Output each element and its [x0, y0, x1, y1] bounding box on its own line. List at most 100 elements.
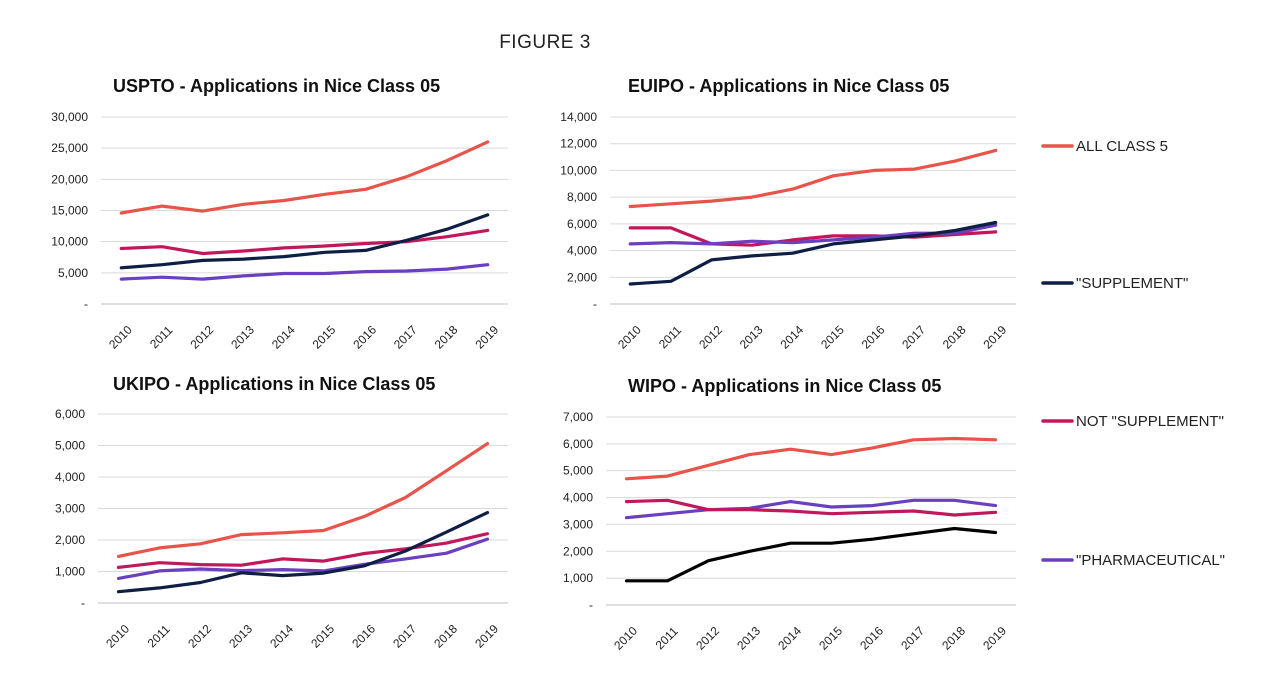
uspto-series-pharmaceutical: [119, 263, 490, 281]
uspto-y-tick-label: -: [84, 297, 88, 311]
euipo-chart-title: EUIPO - Applications in Nice Class 05: [628, 76, 949, 96]
uspto-series-all-class-5: [119, 140, 490, 215]
uspto-y-tick-label: 15,000: [51, 204, 88, 218]
ukipo-x-tick-label: 2010: [103, 622, 132, 651]
ukipo-x-tick-label: 2012: [185, 622, 214, 651]
euipo-x-tick-label: 2016: [859, 323, 888, 352]
uspto-y-tick-label: 5,000: [58, 266, 88, 280]
ukipo-x-tick-label: 2019: [472, 622, 501, 651]
legend-label: "SUPPLEMENT": [1076, 275, 1188, 292]
euipo-x-tick-label: 2019: [980, 323, 1009, 352]
ukipo-y-tick-label: 3,000: [55, 502, 85, 516]
uspto-x-tick-label: 2017: [391, 323, 420, 352]
wipo-y-tick-label: 4,000: [563, 491, 593, 505]
euipo-x-tick-label: 2014: [777, 323, 806, 352]
ukipo-y-tick-label: 2,000: [55, 533, 85, 547]
legend-label: "PHARMACEUTICAL": [1076, 552, 1225, 569]
euipo-series-supplement: [628, 220, 998, 286]
ukipo-x-tick-label: 2016: [349, 622, 378, 651]
wipo-series-supplement: [624, 526, 998, 583]
wipo-series-not-supplement: [624, 498, 998, 517]
wipo-series-pharmaceutical: [624, 498, 998, 520]
legend-item-all-class-5: ALL CLASS 5: [1041, 138, 1168, 155]
legend-item-supplement: "SUPPLEMENT": [1041, 275, 1188, 292]
euipo-y-tick-label: 12,000: [560, 137, 597, 151]
wipo-x-tick-label: 2014: [775, 624, 804, 653]
uspto-chart-title: USPTO - Applications in Nice Class 05: [113, 76, 440, 96]
wipo-y-tick-label: 2,000: [563, 544, 593, 558]
uspto-series-not-supplement: [119, 228, 490, 256]
wipo-y-tick-label: 5,000: [563, 464, 593, 478]
uspto-chart: USPTO - Applications in Nice Class 05 - 5,…: [51, 76, 508, 352]
wipo-y-tick-label: 7,000: [563, 410, 593, 424]
wipo-x-tick-label: 2010: [611, 624, 640, 653]
uspto-x-tick-label: 2013: [228, 323, 257, 352]
wipo-x-tick-label: 2016: [857, 624, 886, 653]
uspto-y-tick-label: 20,000: [51, 172, 88, 186]
wipo-y-tick-label: -: [589, 598, 593, 612]
legend-item-pharmaceutical: "PHARMACEUTICAL": [1041, 552, 1225, 569]
ukipo-y-tick-label: -: [81, 596, 85, 610]
uspto-x-tick-label: 2018: [432, 323, 461, 352]
ukipo-y-tick-label: 6,000: [55, 407, 85, 421]
ukipo-x-tick-label: 2011: [145, 622, 173, 650]
euipo-y-tick-label: 8,000: [567, 190, 597, 204]
legend: ALL CLASS 5 "SUPPLEMENT" NOT "SUPPLEMENT" "…: [1041, 138, 1225, 569]
wipo-series-all-class-5: [624, 436, 998, 481]
uspto-y-tick-label: 30,000: [51, 110, 88, 124]
uspto-series-supplement: [119, 213, 490, 270]
ukipo-x-tick-label: 2014: [267, 622, 296, 651]
uspto-y-tick-label: 25,000: [51, 141, 88, 155]
ukipo-chart-title: UKIPO - Applications in Nice Class 05: [113, 374, 435, 394]
legend-item-not-supplement: NOT "SUPPLEMENT": [1041, 413, 1224, 430]
ukipo-y-tick-label: 1,000: [55, 565, 85, 579]
euipo-x-tick-label: 2018: [940, 323, 969, 352]
euipo-x-tick-label: 2015: [818, 323, 847, 352]
ukipo-x-tick-label: 2013: [226, 622, 255, 651]
euipo-chart: EUIPO - Applications in Nice Class 05 - 2,…: [560, 76, 1016, 352]
euipo-x-tick-label: 2012: [696, 323, 725, 352]
legend-label: NOT "SUPPLEMENT": [1076, 413, 1224, 430]
euipo-x-tick-label: 2013: [737, 323, 766, 352]
ukipo-series-all-class-5: [116, 442, 490, 559]
wipo-y-tick-label: 3,000: [563, 517, 593, 531]
uspto-x-tick-label: 2014: [269, 323, 298, 352]
wipo-x-tick-label: 2012: [693, 624, 722, 653]
uspto-y-tick-label: 10,000: [51, 235, 88, 249]
ukipo-chart: UKIPO - Applications in Nice Class 05 - 1,…: [55, 374, 508, 651]
uspto-x-tick-label: 2015: [310, 323, 339, 352]
wipo-x-tick-label: 2011: [653, 624, 681, 652]
uspto-x-tick-label: 2019: [472, 323, 501, 352]
wipo-x-tick-label: 2018: [939, 624, 968, 653]
ukipo-x-tick-label: 2018: [431, 622, 460, 651]
wipo-chart-title: WIPO - Applications in Nice Class 05: [628, 376, 941, 396]
wipo-chart: WIPO - Applications in Nice Class 05 - 1,0…: [563, 376, 1016, 653]
ukipo-y-tick-label: 5,000: [55, 439, 85, 453]
euipo-series-all-class-5: [628, 148, 998, 209]
euipo-x-tick-label: 2017: [899, 323, 928, 352]
euipo-y-tick-label: 4,000: [567, 244, 597, 258]
euipo-x-tick-label: 2011: [656, 323, 684, 351]
ukipo-series-not-supplement: [116, 532, 490, 570]
charts-area: USPTO - Applications in Nice Class 05 - 5,…: [51, 76, 1016, 653]
euipo-y-tick-label: 2,000: [567, 270, 597, 284]
euipo-x-tick-label: 2010: [615, 323, 644, 352]
euipo-y-tick-label: 14,000: [560, 110, 597, 124]
ukipo-series-pharmaceutical: [116, 537, 490, 581]
wipo-y-tick-label: 6,000: [563, 437, 593, 451]
wipo-y-tick-label: 1,000: [563, 571, 593, 585]
wipo-x-tick-label: 2013: [734, 624, 763, 653]
legend-label: ALL CLASS 5: [1076, 138, 1168, 155]
wipo-x-tick-label: 2015: [816, 624, 845, 653]
uspto-x-tick-label: 2010: [106, 323, 135, 352]
ukipo-x-tick-label: 2017: [390, 622, 419, 651]
uspto-x-tick-label: 2012: [188, 323, 217, 352]
euipo-series-not-supplement: [628, 226, 998, 247]
euipo-y-tick-label: 10,000: [560, 163, 597, 177]
euipo-y-tick-label: 6,000: [567, 217, 597, 231]
wipo-x-tick-label: 2019: [980, 624, 1009, 653]
uspto-x-tick-label: 2011: [147, 323, 175, 351]
ukipo-series-supplement: [116, 510, 490, 594]
figure-title: FIGURE 3: [499, 32, 591, 53]
